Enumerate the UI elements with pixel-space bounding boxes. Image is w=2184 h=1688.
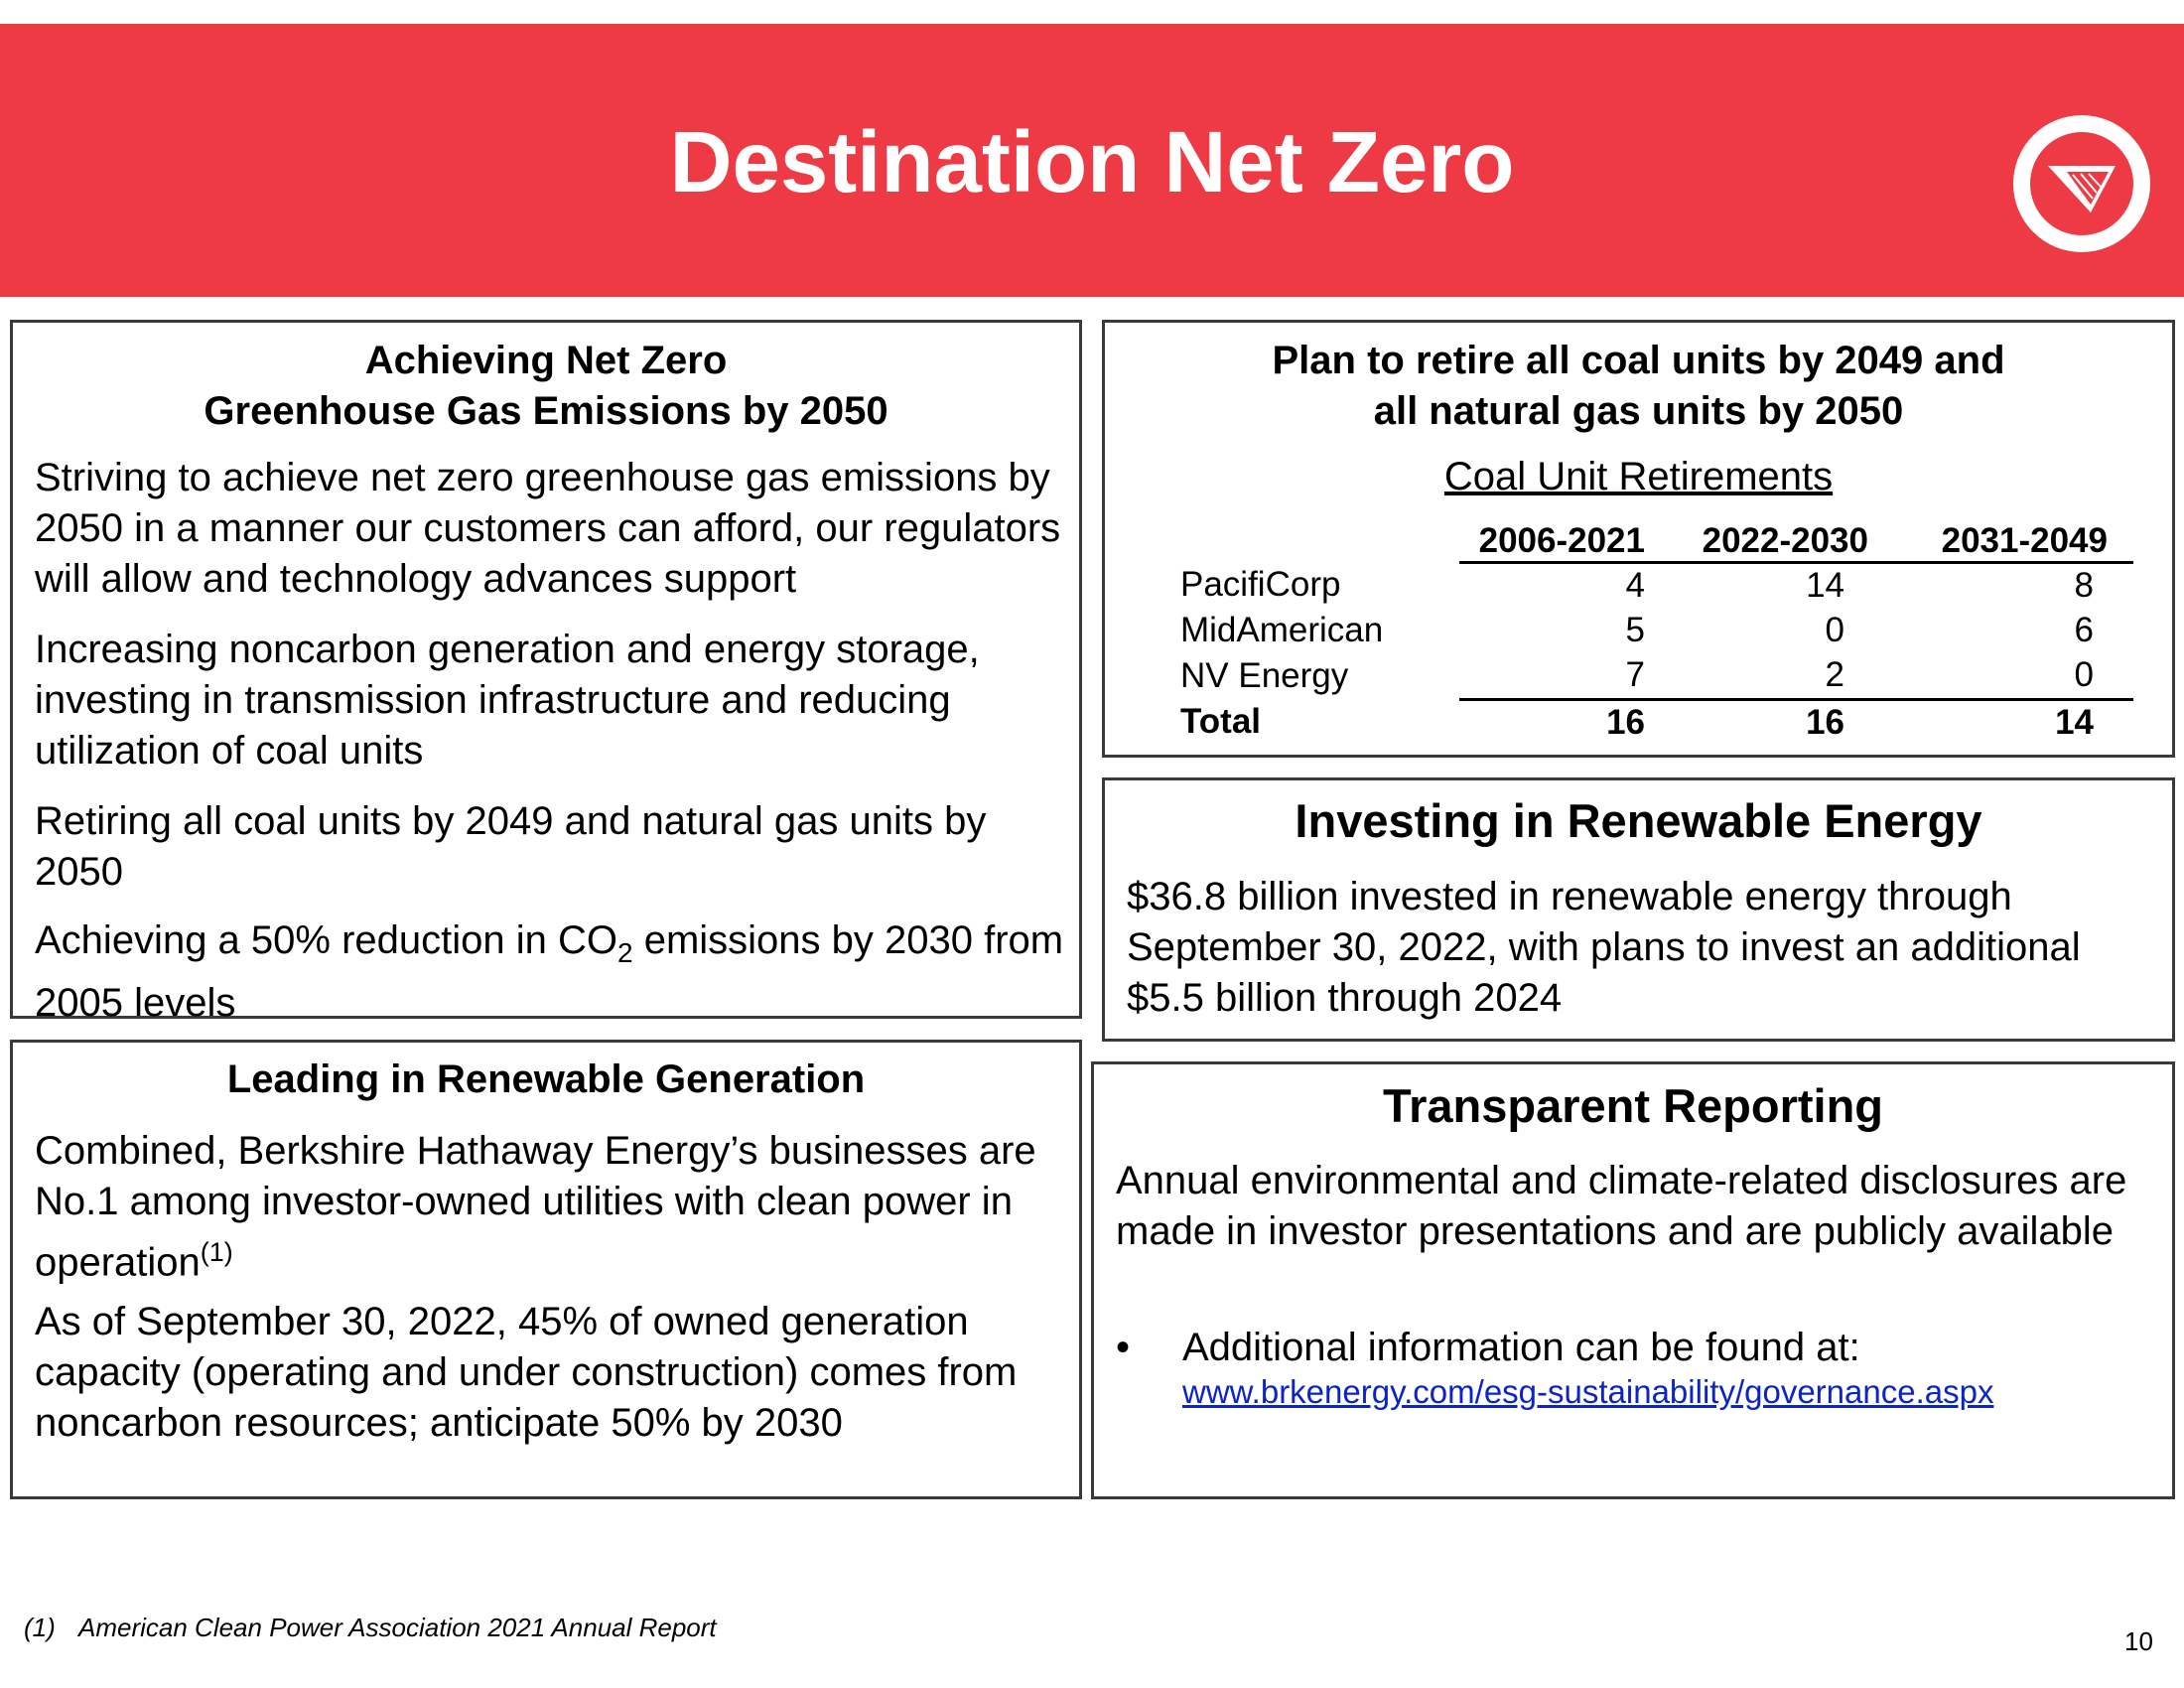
- table-cell: 0: [1908, 653, 2133, 701]
- bullet-icon: •: [1116, 1326, 1131, 1369]
- table-row: MidAmerican 5 0 6: [1180, 608, 2133, 653]
- reporting-body: Annual environmental and climate-related…: [1116, 1159, 2127, 1253]
- renewable-energy-body: $36.8 billion invested in renewable ener…: [1127, 875, 2081, 1020]
- reporting-panel: Transparent Reporting Annual environment…: [1091, 1061, 2175, 1499]
- column-header: 2031-2049: [1908, 516, 2133, 564]
- row-name: Total: [1180, 702, 1262, 741]
- net-zero-heading: Achieving Net Zero Greenhouse Gas Emissi…: [13, 336, 1079, 437]
- table-cell: 14: [1806, 565, 1844, 605]
- renewable-generation-paragraph-2: As of September 30, 2022, 45% of owned g…: [35, 1300, 1018, 1445]
- bullet-text: Additional information can be found at:: [1182, 1326, 1860, 1369]
- co2-subscript: 2: [617, 937, 633, 968]
- column-header: 2006-2021: [1459, 516, 1683, 564]
- renewable-generation-heading: Leading in Renewable Generation: [226, 1057, 866, 1101]
- title-banner: Destination Net Zero: [0, 24, 2184, 297]
- governance-link[interactable]: www.brkenergy.com/esg-sustainability/gov…: [1182, 1373, 1994, 1410]
- table-cell: 16: [1606, 702, 1645, 742]
- coal-retirement-table: 2006-2021 2022-2030 2031-2049 PacifiCorp…: [1180, 516, 2133, 745]
- table-cell: 4: [1625, 565, 1645, 605]
- renewable-energy-heading: Investing in Renewable Energy: [1295, 794, 1982, 847]
- page-number: 10: [2124, 1626, 2153, 1656]
- coal-plan-heading-line1: Plan to retire all coal units by 2049 an…: [1272, 339, 2005, 382]
- column-header: 2022-2030: [1683, 516, 1908, 564]
- table-cell: 7: [1459, 653, 1683, 701]
- net-zero-paragraph-1: Striving to achieve net zero greenhouse …: [35, 456, 1061, 601]
- table-header-blank: [1180, 516, 1459, 562]
- row-name: MidAmerican: [1180, 611, 1384, 649]
- net-zero-heading-line2: Greenhouse Gas Emissions by 2050: [204, 389, 888, 433]
- table-cell: 5: [1625, 611, 1645, 649]
- table-cell: 14: [2055, 702, 2094, 742]
- table-total-row: Total 16 16 14: [1180, 699, 2133, 745]
- renewable-generation-paragraph-1: Combined, Berkshire Hathaway Energy’s bu…: [35, 1126, 1072, 1288]
- footnote-mark: (1): [24, 1613, 56, 1642]
- table-cell: 16: [1806, 702, 1844, 742]
- table-header-row: 2006-2021 2022-2030 2031-2049: [1180, 516, 2133, 564]
- coal-plan-heading: Plan to retire all coal units by 2049 an…: [1105, 336, 2172, 437]
- p4-text-before: Achieving a 50% reduction in CO: [35, 918, 617, 962]
- renewable-energy-panel: Investing in Renewable Energy $36.8 bill…: [1102, 777, 2175, 1042]
- net-zero-panel: Achieving Net Zero Greenhouse Gas Emissi…: [10, 320, 1082, 1025]
- row-name: PacifiCorp: [1180, 565, 1341, 604]
- table-row: NV Energy 7 2 0: [1180, 653, 2133, 701]
- company-logo-icon: [2013, 115, 2150, 252]
- table-cell: 2: [1683, 653, 1908, 701]
- table-cell: 8: [2074, 565, 2094, 605]
- row-name: NV Energy: [1180, 656, 1349, 695]
- net-zero-heading-line1: Achieving Net Zero: [364, 339, 728, 382]
- net-zero-paragraph-2: Increasing noncarbon generation and ener…: [35, 628, 980, 773]
- table-cell: 6: [2074, 611, 2094, 649]
- footnote: (1) American Clean Power Association 2021…: [24, 1611, 717, 1644]
- page-title: Destination Net Zero: [669, 114, 1515, 211]
- p1-text: Combined, Berkshire Hathaway Energy’s bu…: [35, 1129, 1036, 1285]
- reporting-heading: Transparent Reporting: [1382, 1079, 1883, 1132]
- footnote-text: American Clean Power Association 2021 An…: [78, 1613, 717, 1642]
- coal-plan-panel: Plan to retire all coal units by 2049 an…: [1102, 320, 2175, 758]
- p4-text-after: emissions by 2030 from 2005 levels: [35, 918, 1064, 1025]
- renewable-generation-panel: Leading in Renewable Generation Combined…: [10, 1040, 1082, 1499]
- coal-plan-heading-line2: all natural gas units by 2050: [1373, 389, 1904, 433]
- coal-table-title: Coal Unit Retirements: [1443, 455, 1834, 498]
- table-cell: 0: [1825, 611, 1844, 649]
- table-row: PacifiCorp 4 14 8: [1180, 562, 2133, 608]
- footnote-reference: (1): [200, 1237, 233, 1267]
- net-zero-paragraph-4: Achieving a 50% reduction in CO2 emissio…: [35, 915, 1072, 1029]
- net-zero-paragraph-3: Retiring all coal units by 2049 and natu…: [35, 799, 987, 894]
